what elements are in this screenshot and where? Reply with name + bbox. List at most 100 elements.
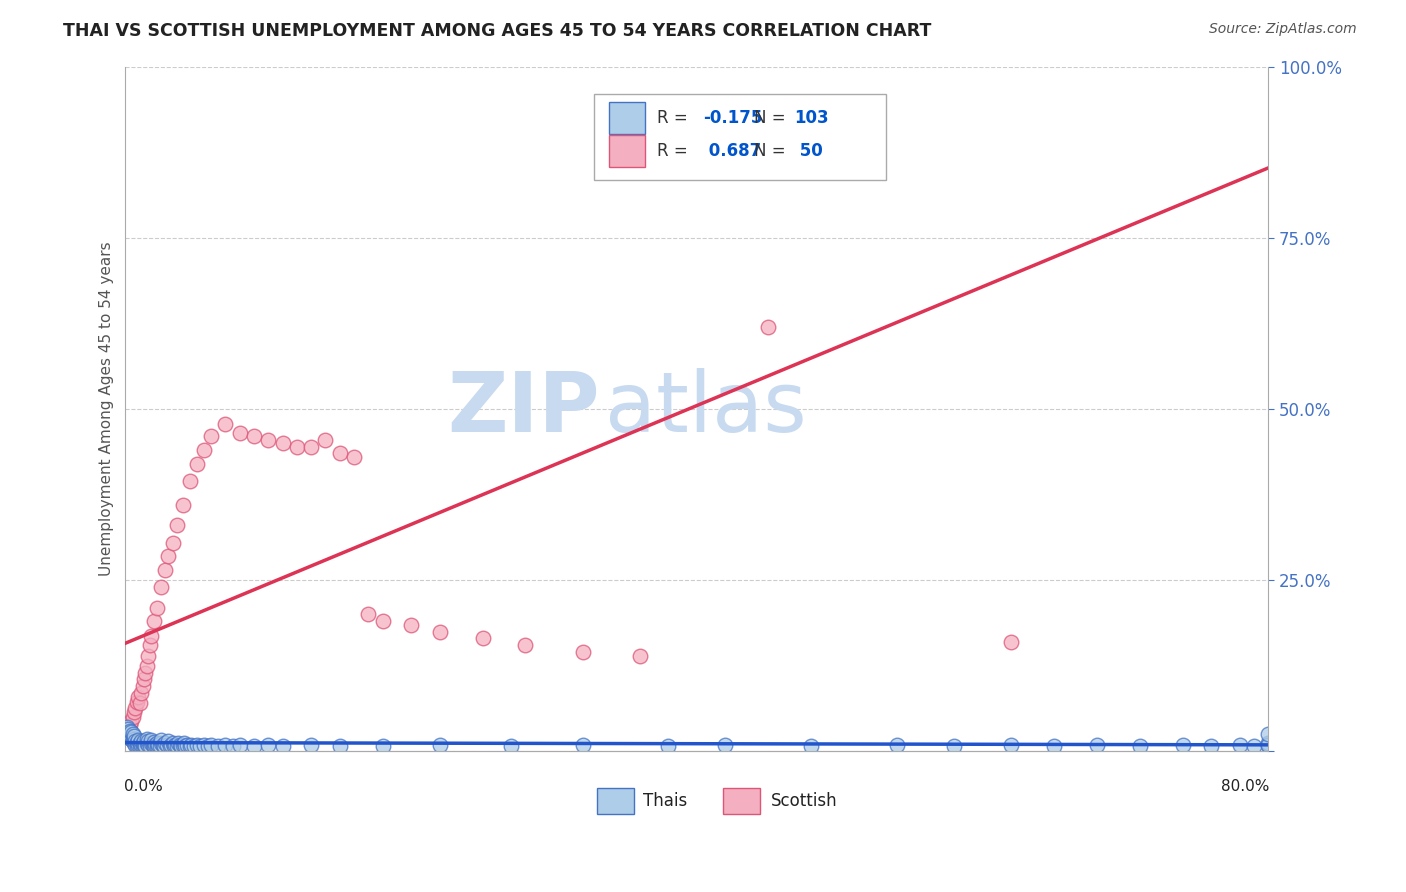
Point [139,739,162,753]
Point [157,734,180,748]
Point [122,732,145,747]
Point [1257,738,1279,752]
Point [1229,738,1251,752]
Point [571,738,593,752]
Point [329,446,352,460]
Point [117,723,139,737]
Point [357,607,380,622]
Point [143,614,166,628]
Point [115,720,138,734]
Point [122,705,145,719]
Point [170,739,193,753]
Text: 103: 103 [794,109,828,127]
Point [169,738,191,752]
Point [943,739,966,753]
Point [121,727,143,741]
Point [146,736,169,750]
Point [132,738,155,752]
Point [1043,739,1066,753]
Point [229,738,252,752]
Point [136,734,159,748]
Text: Scottish: Scottish [772,792,838,810]
Point [257,738,280,752]
Point [117,723,139,737]
Point [155,563,177,577]
Point [371,614,394,628]
Point [329,739,352,753]
Point [131,739,153,753]
Point [1171,738,1194,752]
Point [125,695,148,709]
Point [257,433,280,447]
Point [229,425,252,440]
Point [188,739,211,753]
Point [299,440,322,454]
Point [162,736,184,750]
Point [146,600,169,615]
Point [1243,739,1265,753]
Point [120,714,142,729]
Point [429,624,451,639]
Point [756,319,779,334]
Point [127,690,149,704]
Text: -0.175: -0.175 [703,109,762,127]
Point [129,686,152,700]
Point [174,739,197,753]
Point [657,739,679,753]
Point [243,429,266,443]
Text: Source: ZipAtlas.com: Source: ZipAtlas.com [1209,22,1357,37]
Point [148,738,170,752]
Point [167,736,190,750]
Point [118,718,141,732]
Point [193,738,215,752]
Point [285,440,308,454]
Point [159,739,181,753]
Point [343,450,366,464]
Point [124,700,146,714]
Point [197,739,219,753]
Point [1257,738,1279,752]
Point [134,665,156,680]
Y-axis label: Unemployment Among Ages 45 to 54 years: Unemployment Among Ages 45 to 54 years [100,242,114,576]
Text: 50: 50 [794,142,823,160]
Text: 80.0%: 80.0% [1222,779,1270,794]
Point [1257,736,1279,750]
Point [166,739,188,753]
Point [243,739,266,753]
Point [129,738,152,752]
Point [172,498,194,512]
Point [136,648,159,663]
Point [886,738,908,752]
Point [122,736,145,750]
FancyBboxPatch shape [598,788,634,814]
Point [186,738,208,752]
Point [1257,727,1279,741]
Point [125,735,148,749]
Point [127,738,149,752]
Point [150,733,173,747]
Point [200,429,222,443]
Point [160,738,183,752]
Point [121,731,143,745]
Point [141,629,163,643]
Point [118,723,141,738]
Point [157,549,180,564]
Point [299,738,322,752]
Point [118,731,141,745]
Point [155,736,177,750]
Point [173,736,195,750]
Point [143,739,166,753]
Point [628,648,651,663]
Point [128,697,150,711]
Point [179,739,201,753]
Point [115,725,138,739]
Point [179,474,201,488]
Point [122,729,145,743]
Point [180,738,202,752]
FancyBboxPatch shape [723,788,759,814]
Point [166,518,188,533]
Text: atlas: atlas [606,368,807,450]
Point [150,580,173,594]
Point [134,739,156,753]
Point [135,736,157,750]
